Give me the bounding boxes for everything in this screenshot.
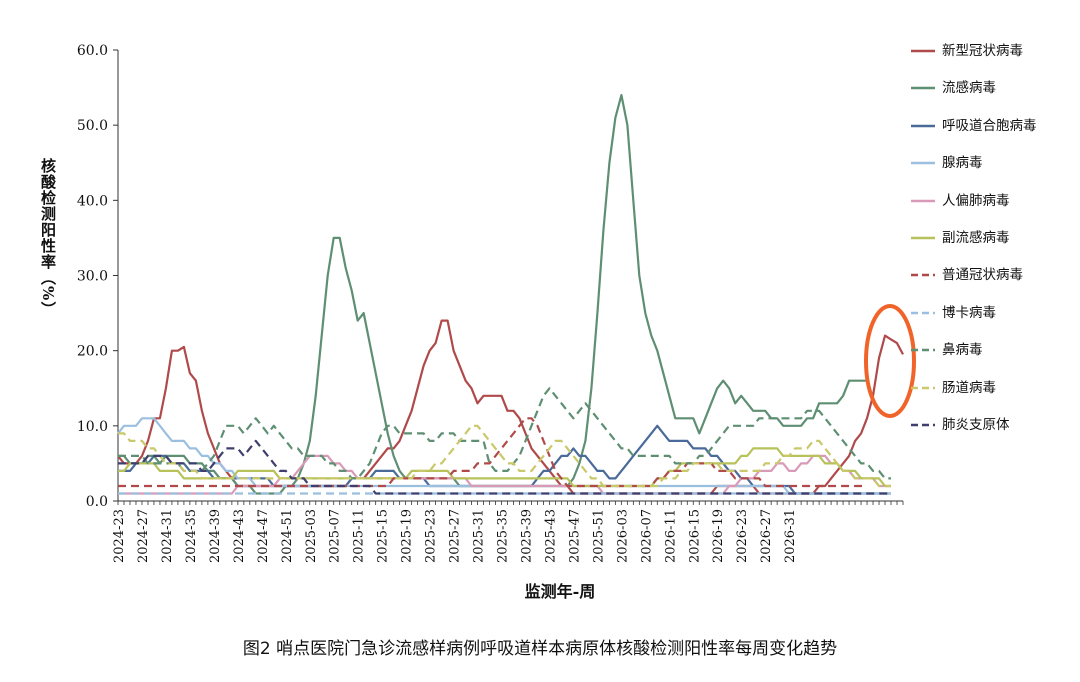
legend-label: 新型冠状病毒 <box>942 43 1023 59</box>
x-tick-label: 2025-23 <box>424 509 439 563</box>
legend-item: 肺炎支原体 <box>910 418 1037 455</box>
legend-label: 副流感病毒 <box>942 229 1010 246</box>
legend-item: 新型冠状病毒 <box>910 44 1037 81</box>
y-tick-label: 0.0 <box>86 494 108 510</box>
x-tick-label: 2026-31 <box>783 509 798 563</box>
series-line-9 <box>118 387 891 480</box>
series-line-5 <box>118 454 891 495</box>
legend-item: 腺病毒 <box>910 156 1037 193</box>
legend-label: 博卡病毒 <box>942 304 996 321</box>
legend-label: 肺炎支原体 <box>942 416 1010 433</box>
x-tick-label: 2024-39 <box>208 509 223 563</box>
y-tick-label: 10.0 <box>77 419 108 435</box>
x-tick-label: 2025-31 <box>472 509 487 563</box>
legend-item: 流感病毒 <box>910 81 1037 118</box>
series-line-10 <box>118 424 891 488</box>
legend-label: 鼻病毒 <box>942 342 983 359</box>
legend: 新型冠状病毒 流感病毒呼吸道合胞病毒 腺病毒人偏肺病毒副流感病毒普通冠状病毒 博卡病毒… <box>910 44 1037 455</box>
x-tick-label: 2024-27 <box>136 509 151 563</box>
legend-item: 博卡病毒 <box>910 306 1037 343</box>
x-tick-label: 2025-11 <box>352 509 367 563</box>
y-tick-label: 20.0 <box>77 344 108 360</box>
legend-swatch <box>911 236 935 240</box>
legend-swatch <box>911 49 935 53</box>
y-tick-label: 30.0 <box>77 269 108 285</box>
legend-swatch <box>911 423 935 427</box>
x-tick-label: 2024-23 <box>112 509 127 563</box>
legend-label: 普通冠状病毒 <box>942 267 1023 284</box>
legend-swatch <box>911 161 935 165</box>
legend-item: 鼻病毒 <box>910 343 1037 380</box>
x-tick-label: 2024-31 <box>160 509 175 563</box>
legend-swatch <box>911 124 935 128</box>
x-tick-label: 2026-27 <box>759 509 774 563</box>
x-tick-label: 2026-07 <box>639 509 654 563</box>
series-line-7 <box>118 417 867 488</box>
legend-label: 人偏肺病毒 <box>942 192 1010 209</box>
x-axis-label: 监测年-周 <box>524 582 596 601</box>
legend-label: 腺病毒 <box>942 155 983 172</box>
x-tick-label: 2026-11 <box>663 509 678 563</box>
x-tick-label: 2025-35 <box>496 509 511 563</box>
legend-swatch <box>911 274 935 277</box>
x-tick-label: 2025-47 <box>567 509 582 563</box>
legend-item: 呼吸道合胞病毒 <box>910 119 1037 156</box>
y-tick-label: 60.0 <box>77 43 108 59</box>
legend-item: 副流感病毒 <box>910 231 1037 268</box>
legend-item: 普通冠状病毒 <box>910 268 1037 305</box>
x-tick-label: 2026-15 <box>687 509 702 563</box>
legend-swatch <box>911 87 935 90</box>
legend-swatch <box>911 199 935 202</box>
x-tick-label: 2025-19 <box>400 509 415 563</box>
series-line-11 <box>118 439 891 495</box>
y-tick-label: 40.0 <box>77 193 108 209</box>
legend-label: 呼吸道合胞病毒 <box>942 117 1037 134</box>
x-tick-label: 2025-07 <box>328 509 343 563</box>
chart-series-group <box>117 93 904 495</box>
x-tick-label: 2025-03 <box>304 509 319 563</box>
x-tick-label: 2025-39 <box>519 509 534 563</box>
x-tick-label: 2025-51 <box>591 509 606 563</box>
series-line-6 <box>118 447 891 488</box>
x-tick-label: 2025-27 <box>448 509 463 563</box>
legend-label: 流感病毒 <box>942 80 996 97</box>
legend-swatch <box>911 348 935 352</box>
legend-label: 肠道病毒 <box>942 379 996 396</box>
chart-axes: 0.0 10.0 20.0 30.0 40.0 50.0 60.0 2024-23 2024-2… <box>77 43 904 563</box>
highlight-ellipse <box>864 304 916 418</box>
figure-caption: 图2 哨点医院门急诊流感样病例呼吸道样本病原体核酸检测阳性率每周变化趋势 <box>242 639 838 659</box>
series-line-2 <box>118 93 867 495</box>
legend-item: 人偏肺病毒 <box>910 194 1037 231</box>
x-tick-label: 2024-51 <box>280 509 295 563</box>
x-tick-label: 2025-15 <box>376 509 391 563</box>
x-tick-label: 2026-03 <box>615 509 630 563</box>
x-tick-label: 2025-43 <box>543 509 558 563</box>
x-tick-label: 2024-35 <box>184 509 199 563</box>
x-tick-label: 2024-47 <box>256 509 271 563</box>
x-tick-label: 2026-19 <box>711 509 726 563</box>
legend-swatch <box>911 386 935 389</box>
y-tick-label: 50.0 <box>77 118 108 134</box>
legend-item: 肠道病毒 <box>910 381 1037 418</box>
x-tick-label: 2024-43 <box>232 509 247 563</box>
y-axis-label: 核酸检测阳性率（%） <box>39 158 57 318</box>
legend-swatch <box>911 311 935 314</box>
x-tick-label: 2026-23 <box>735 509 750 563</box>
